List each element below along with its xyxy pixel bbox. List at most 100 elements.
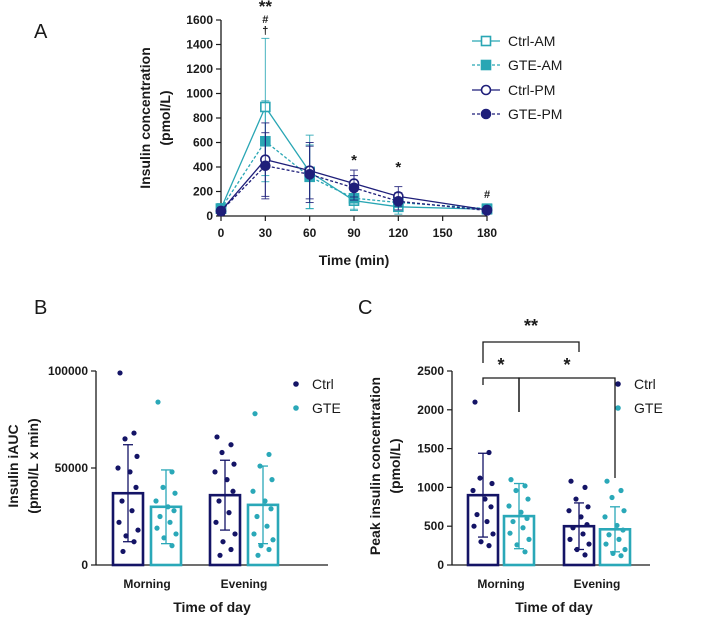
y-tick-label: 1600 [186,13,213,27]
data-point-gte [270,537,276,543]
series-gte [502,477,632,567]
x-axis-title: Time of day [515,599,593,615]
chart-panel-a: 0 200 400 600 800 1000 1200 1400 1600 0 30 60 90 120 1… [137,0,562,268]
panel-label-c: C [358,297,372,319]
data-point-ctrl [486,543,492,549]
significance-brackets: *** * [482,316,616,478]
data-point-ctrl [133,484,139,490]
data-point-ctrl [488,504,494,510]
data-point-ctrl [116,519,122,525]
legend-marker [615,381,621,387]
y-axis-title-line1: Insulin concentration [137,47,153,189]
data-point-gte [506,503,512,509]
x-tick-label: 30 [259,226,273,240]
data-point-ctrl [120,548,126,555]
data-point-ctrl [123,533,129,539]
data-point-ctrl [490,531,496,537]
data-point-ctrl [472,399,478,405]
legend: Ctrl-AM GTE-AM Ctrl-PM GTE-PM [472,33,562,122]
data-point-gte [522,549,528,555]
data-point-ctrl [478,539,484,545]
data-point-gte [264,523,270,529]
y-axis-title-line1: Insulin iAUC [5,424,21,507]
data-point-gte-pm [393,196,404,207]
legend-label: Ctrl-AM [508,33,555,49]
series-line-gte-pm [220,165,488,212]
data-point-gte [254,513,260,520]
data-point-gte [507,530,513,536]
y-tick-label: 50000 [55,461,89,475]
data-point-gte [620,527,626,533]
x-tick-label-morning: Morning [123,577,170,591]
data-point-gte [614,522,620,529]
legend-marker [293,405,299,411]
chart-panel-b: 0 50000 100000 Morning Evening Time of day Ins… [5,364,341,615]
y-tick-label: 1400 [186,38,213,52]
bracket-line [482,341,580,363]
data-point-ctrl [470,487,476,494]
data-point-gte [616,536,622,542]
data-point-ctrl [131,539,137,545]
legend-label: GTE-PM [508,106,562,122]
legend-label: GTE [634,400,663,416]
data-point-ctrl [582,552,588,558]
x-axis-title: Time (min) [319,252,390,268]
y-tick-label: 0 [437,558,444,572]
x-tick-label-evening: Evening [574,577,621,591]
data-point-gte [610,550,616,556]
significance-marker: † [262,25,268,37]
data-point-ctrl [129,508,135,514]
legend-marker [293,381,299,387]
data-point-ctrl [228,442,234,448]
y-axis-title-line2: (pmol/L) [157,90,173,145]
data-point-ctrl [566,508,572,514]
data-point-gte [173,531,179,537]
significance-marker: # [484,189,490,201]
data-point-gte [520,525,526,531]
data-point-ctrl [231,461,237,467]
data-point-gte [269,477,275,483]
y-tick-label: 200 [193,185,213,199]
x-tick-label: 150 [433,226,453,240]
data-point-gte [508,477,514,483]
data-point-ctrl [119,498,125,504]
data-point-gte [602,514,608,520]
legend: Ctrl GTE [615,376,663,416]
data-point-gte [171,508,177,514]
x-tick-label: 60 [303,226,317,240]
data-point-gte [258,543,264,549]
legend: Ctrl GTE [293,376,341,416]
legend-label: Ctrl-PM [508,82,555,98]
data-point-gte [604,478,610,484]
data-point-ctrl [135,527,141,533]
legend-label: GTE-AM [508,57,562,73]
data-point-gte [609,494,615,501]
y-axis-title-line2: (pmol/L x min) [25,418,41,513]
x-tick-label-morning: Morning [477,577,524,591]
data-point-gte [526,536,532,542]
y-tick-label: 0 [206,209,213,223]
data-point-gte [251,531,257,537]
data-point-ctrl [131,430,137,436]
data-point-ctrl [228,546,234,553]
legend-label: Ctrl [634,376,656,392]
significance-marker: ** [259,0,273,16]
data-point-ctrl [578,514,584,520]
data-point-gte [525,496,531,502]
legend-marker [480,108,492,120]
data-point-gte [169,469,175,475]
chart-panel-c: 0 500 1000 1500 2000 2500 Morning Evening Time o… [367,316,663,615]
significance-marker: * [351,152,357,169]
data-point-gte [603,541,609,547]
data-point-ctrl [489,480,495,487]
data-point-gte [167,519,173,525]
data-point-gte [514,542,520,548]
data-point-ctrl [474,511,480,518]
legend-marker [615,405,621,411]
data-point-gte-pm [260,160,271,172]
y-tick-label: 1000 [417,480,444,494]
significance-marker: ** [524,316,538,336]
x-axis-title: Time of day [173,599,251,615]
y-axis-title-line2: (pmol/L) [387,438,403,493]
data-point-gte [157,513,163,520]
